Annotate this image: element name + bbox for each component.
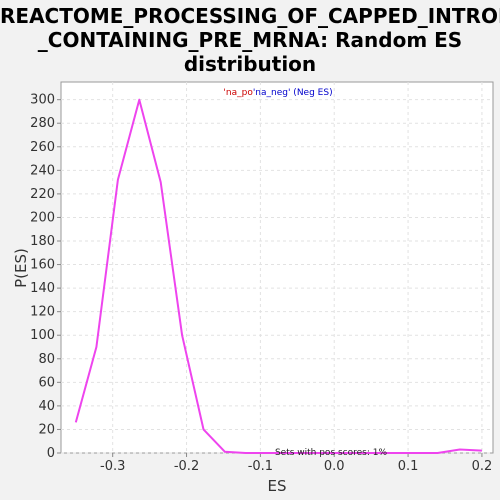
legend-pos-label: 'na_po: [223, 88, 253, 98]
axes: [57, 99, 483, 457]
x-tick-label: 0.0: [324, 459, 345, 474]
grid-lines: [61, 82, 493, 454]
chart-title-line-2: _CONTAINING_PRE_MRNA: Random ES: [37, 28, 463, 52]
tick-labels: 0 20 40 60 80 100 120 140 160 180 200 220 240 260 280 3…: [30, 93, 492, 474]
y-tick-label: 200: [30, 210, 55, 225]
es-distribution-line: [74, 98, 482, 454]
y-tick-label: 220: [30, 187, 55, 202]
y-tick-label: 40: [38, 399, 55, 414]
y-tick-label: 260: [30, 140, 55, 155]
x-tick-label: 0.2: [472, 459, 493, 474]
x-tick-label: -0.1: [248, 459, 273, 474]
y-tick-label: 140: [30, 281, 55, 296]
x-tick-label: -0.2: [174, 459, 199, 474]
y-tick-label: 20: [38, 422, 55, 437]
y-tick-label: 100: [30, 328, 55, 343]
y-tick-label: 60: [38, 375, 55, 390]
pos-scores-annotation: Sets with pos scores: 1%: [275, 448, 388, 458]
y-axis-label: P(ES): [12, 248, 30, 288]
y-tick-label: 240: [30, 163, 55, 178]
y-tick-label: 160: [30, 258, 55, 273]
y-tick-label: 180: [30, 234, 55, 249]
y-tick-label: 120: [30, 305, 55, 320]
chart-title-line-1: REACTOME_PROCESSING_OF_CAPPED_INTRON: [0, 4, 500, 28]
y-tick-label: 280: [30, 116, 55, 131]
y-tick-label: 300: [30, 93, 55, 108]
x-tick-label: -0.3: [100, 459, 125, 474]
y-tick-label: 0: [47, 446, 55, 461]
plot-area: [60, 81, 494, 454]
x-tick-label: 0.1: [398, 459, 419, 474]
legend: 'na_po'na_neg' (Neg ES): [223, 88, 332, 98]
series-layer: [74, 98, 482, 454]
y-tick-label: 80: [38, 352, 55, 367]
x-axis-label: ES: [268, 477, 287, 495]
chart-title-line-3: distribution: [183, 52, 317, 76]
legend-neg-label: 'na_neg' (Neg ES): [253, 88, 333, 98]
